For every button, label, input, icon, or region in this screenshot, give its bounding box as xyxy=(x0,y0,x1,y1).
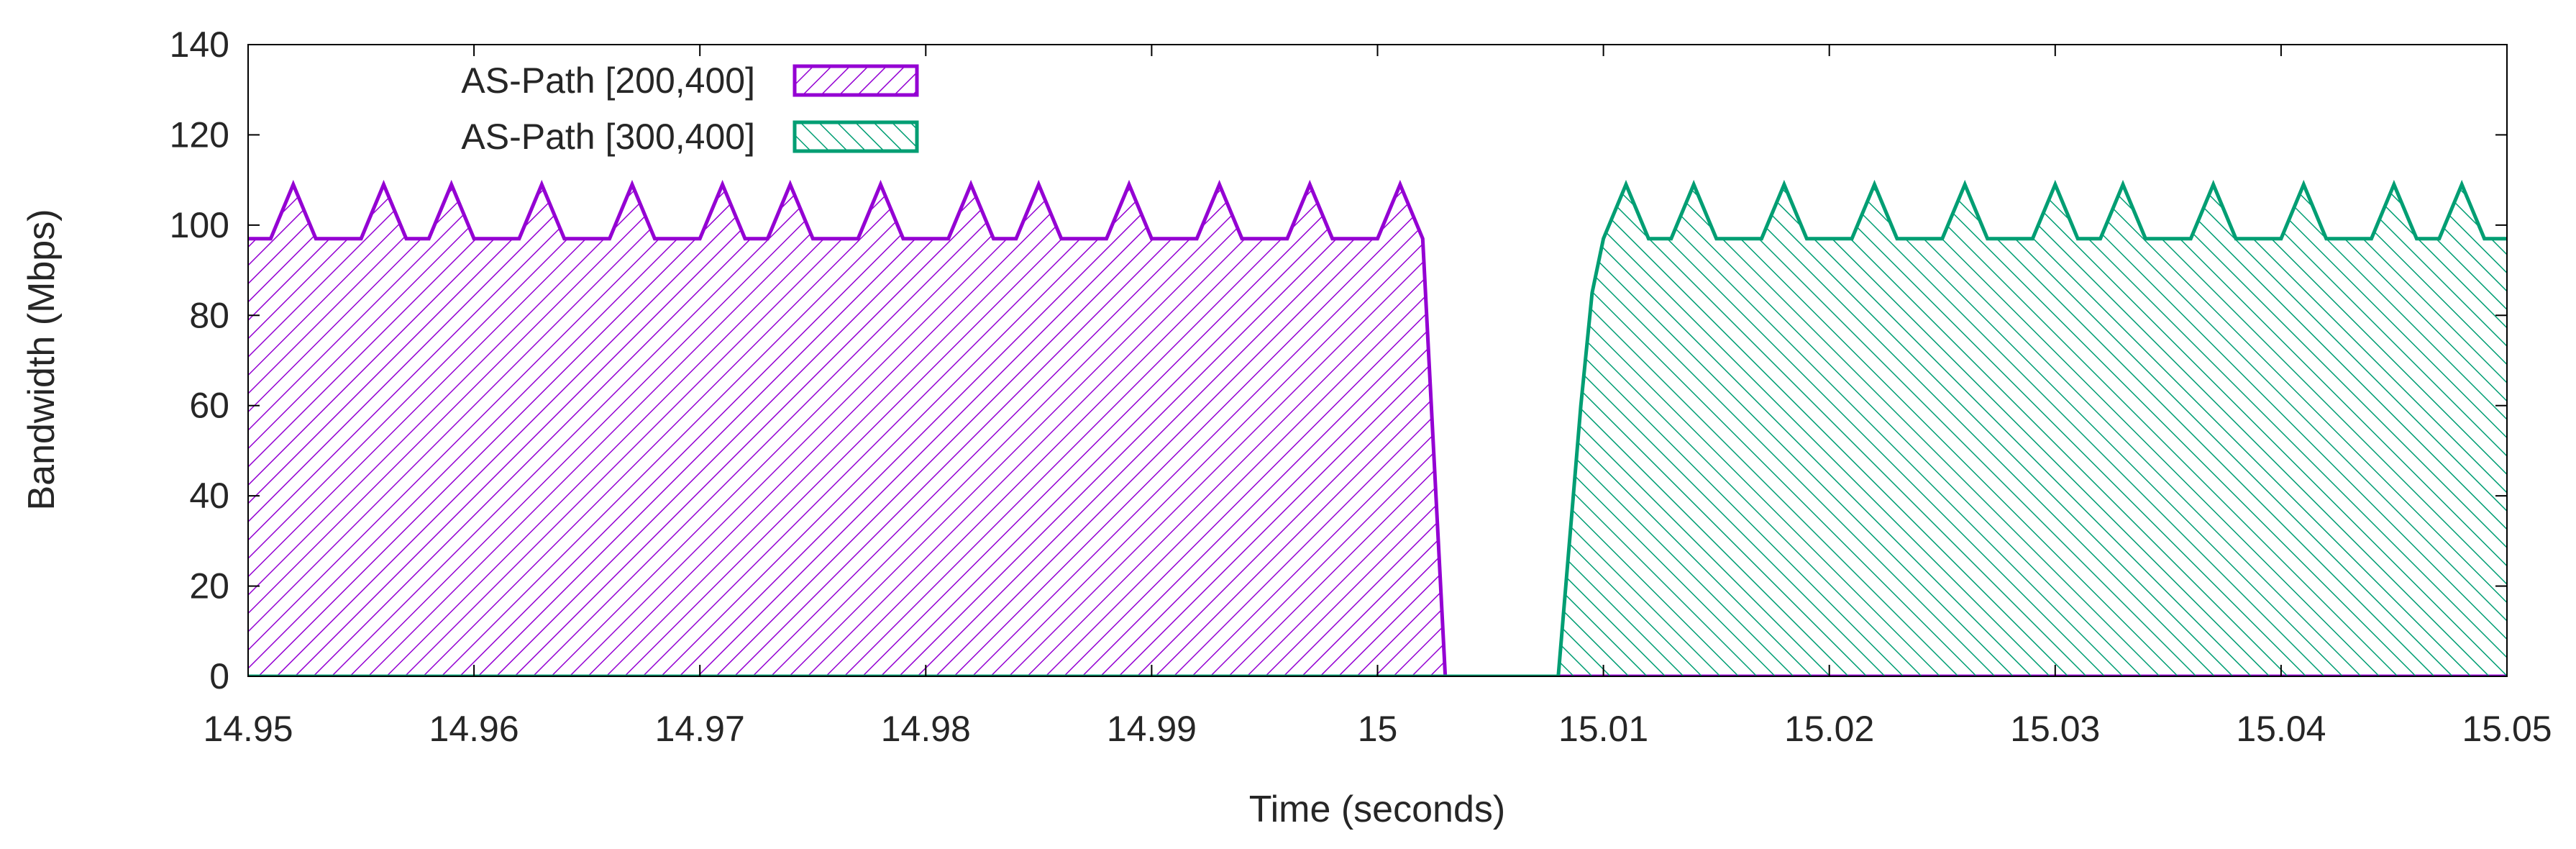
y-tick-label: 60 xyxy=(189,386,229,426)
y-axis-title: Bandwidth (Mbps) xyxy=(21,209,63,510)
x-axis-title: Time (seconds) xyxy=(1249,789,1505,830)
x-tick-label: 14.97 xyxy=(655,709,745,749)
y-tick-label: 120 xyxy=(170,114,229,155)
y-tick-label: 100 xyxy=(170,205,229,245)
legend: AS-Path [200,400] AS-Path [300,400] xyxy=(461,60,919,157)
legend-swatch xyxy=(793,120,919,153)
x-tick-label: 15.01 xyxy=(1558,709,1648,749)
series-2-area xyxy=(248,184,2507,676)
legend-label: AS-Path [300,400] xyxy=(461,117,755,157)
x-tick-label: 15.03 xyxy=(2010,709,2100,749)
legend-swatch xyxy=(793,64,919,97)
x-tick-label: 14.98 xyxy=(881,709,971,749)
y-axis: 0 20 40 60 80 100 120 140 xyxy=(170,24,2507,696)
series-1-area xyxy=(248,184,2507,676)
y-tick-label: 20 xyxy=(189,566,229,607)
series-1-line xyxy=(248,179,2507,676)
x-tick-label: 15.02 xyxy=(1784,709,1874,749)
series-layer xyxy=(248,179,2507,676)
x-tick-label: 14.96 xyxy=(429,709,519,749)
y-tick-label: 40 xyxy=(189,476,229,516)
x-tick-label: 15.05 xyxy=(2462,709,2552,749)
x-tick-label: 14.95 xyxy=(203,709,293,749)
legend-label: AS-Path [200,400] xyxy=(461,60,755,101)
x-tick-label: 14.99 xyxy=(1107,709,1197,749)
series-2-line xyxy=(248,179,2507,676)
y-tick-label: 140 xyxy=(170,24,229,65)
x-axis: 14.95 14.96 14.97 14.98 14.99 15 15.01 15.02 15.… xyxy=(203,45,2552,749)
x-tick-label: 15.04 xyxy=(2236,709,2326,749)
y-tick-label: 0 xyxy=(209,656,229,696)
x-tick-label: 15 xyxy=(1358,709,1398,749)
y-tick-label: 80 xyxy=(189,295,229,335)
